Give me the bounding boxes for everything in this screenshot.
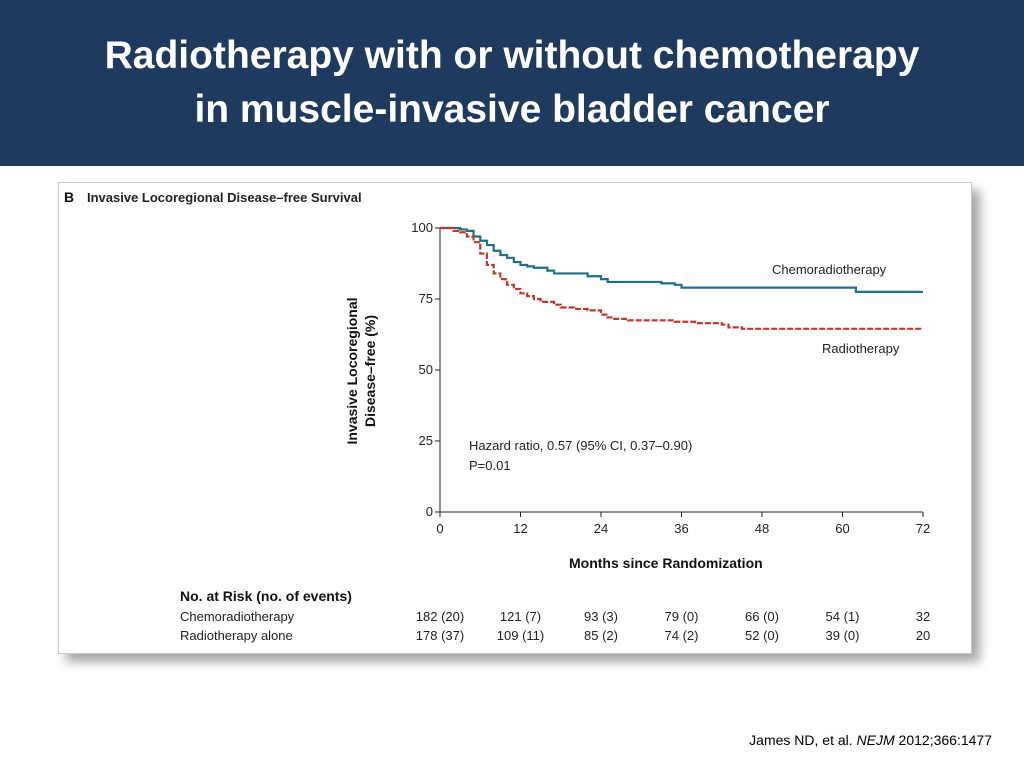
- km-curve-radiotherapy: [440, 226, 923, 330]
- y-axis-label: Invasive Locoregional Disease–free (%): [344, 297, 378, 444]
- x-tick-label-0: 0: [436, 521, 443, 536]
- risk-cell: 121 (7): [500, 609, 541, 624]
- x-tick-label-72: 72: [916, 521, 930, 536]
- y-tick-label-25: 25: [419, 433, 433, 448]
- p-value-annotation: P=0.01: [469, 458, 511, 473]
- citation-volume: 2012;366:1477: [894, 732, 992, 748]
- x-tick-label-12: 12: [513, 521, 527, 536]
- curves: [440, 226, 923, 330]
- risk-row-label: Chemoradiotherapy: [180, 609, 295, 624]
- x-axis-label: Months since Randomization: [569, 555, 763, 571]
- panel-letter: B: [64, 189, 74, 205]
- km-curve-chemoradiotherapy: [440, 226, 923, 293]
- citation: James ND, et al. NEJM 2012;366:1477: [749, 732, 992, 748]
- risk-cell: 39 (0): [826, 628, 860, 643]
- risk-row-label: Radiotherapy alone: [180, 628, 293, 643]
- x-tick-label-60: 60: [835, 521, 849, 536]
- risk-cell: 52 (0): [745, 628, 779, 643]
- slide-title-line-1: Radiotherapy with or without chemotherap…: [104, 34, 920, 77]
- y-tick-label-75: 75: [419, 291, 433, 306]
- series-label-radiotherapy: Radiotherapy: [822, 341, 900, 356]
- hazard-ratio-annotation: Hazard ratio, 0.57 (95% CI, 0.37–0.90): [469, 438, 692, 453]
- risk-cell: 85 (2): [584, 628, 618, 643]
- axes: 0 12 24 36 48 60 72 0 25 50 75 100: [411, 220, 930, 536]
- risk-cell: 93 (3): [584, 609, 618, 624]
- risk-cell: 178 (37): [416, 628, 464, 643]
- x-tick-label-24: 24: [594, 521, 608, 536]
- title-banner: Radiotherapy with or without chemotherap…: [0, 0, 1024, 166]
- km-chart: B Invasive Locoregional Disease–free Sur…: [64, 189, 930, 643]
- risk-table-title: No. at Risk (no. of events): [180, 588, 352, 604]
- series-label-chemoradiotherapy: Chemoradiotherapy: [772, 262, 887, 277]
- risk-cell: 109 (11): [497, 628, 544, 643]
- risk-cell: 182 (20): [416, 609, 464, 624]
- chart-title: Invasive Locoregional Disease–free Survi…: [87, 190, 362, 205]
- citation-authors: James ND, et al.: [749, 732, 857, 748]
- x-tick-label-48: 48: [755, 521, 769, 536]
- x-tick-label-36: 36: [674, 521, 688, 536]
- km-figure: B Invasive Locoregional Disease–free Sur…: [58, 182, 972, 654]
- risk-table: Chemoradiotherapy 182 (20) 121 (7) 93 (3) 79…: [180, 609, 930, 643]
- risk-cell: 66 (0): [745, 609, 779, 624]
- risk-cell: 74 (2): [665, 628, 699, 643]
- risk-cell: 54 (1): [826, 609, 860, 624]
- y-tick-label-50: 50: [419, 362, 433, 377]
- y-tick-label-100: 100: [411, 220, 433, 235]
- risk-cell: 20: [916, 628, 930, 643]
- slide-title-line-2: in muscle-invasive bladder cancer: [194, 88, 830, 131]
- risk-cell: 32: [916, 609, 930, 624]
- y-axis-label-line-1: Invasive Locoregional: [344, 297, 360, 444]
- risk-cell: 79 (0): [665, 609, 699, 624]
- citation-journal: NEJM: [856, 732, 895, 748]
- y-axis-label-line-2: Disease–free (%): [362, 315, 378, 427]
- y-tick-label-0: 0: [426, 504, 433, 519]
